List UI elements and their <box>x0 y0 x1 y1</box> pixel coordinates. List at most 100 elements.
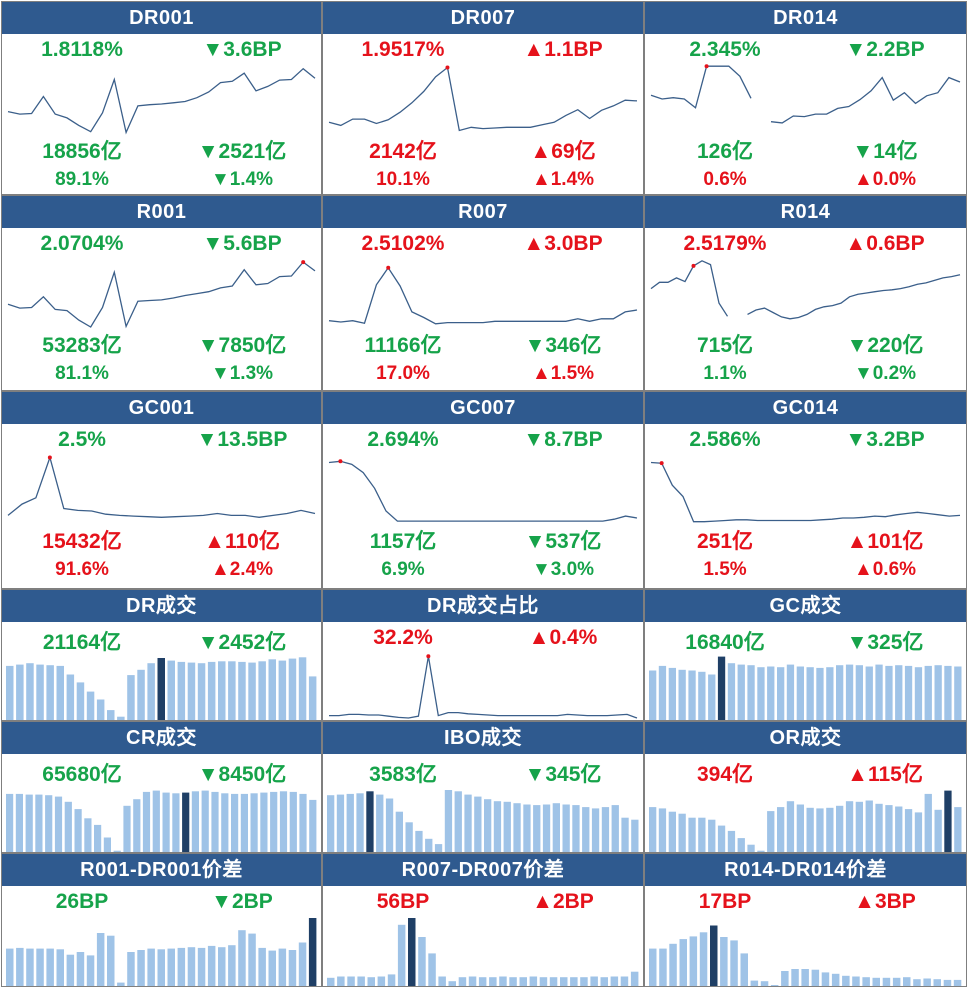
bar <box>601 807 610 852</box>
bar <box>572 805 580 852</box>
panel-title: CR成交 <box>2 722 321 754</box>
bar <box>826 807 834 852</box>
bar <box>757 850 765 852</box>
bar <box>767 811 775 852</box>
bar <box>924 793 932 852</box>
panel-title: GC成交 <box>645 590 966 622</box>
bar <box>201 790 209 852</box>
pct_chg-value: ▲2.4% <box>210 559 274 580</box>
bar <box>862 977 870 986</box>
bar <box>405 822 413 852</box>
bar <box>944 790 952 852</box>
bar <box>268 659 276 720</box>
bar <box>767 666 775 720</box>
vol_chg-value: ▼7850亿 <box>197 334 287 357</box>
panel-title: R001-DR001价差 <box>2 854 321 886</box>
bar <box>842 975 850 986</box>
bar <box>796 804 804 852</box>
vol-value: 18856亿 <box>42 140 122 163</box>
bar <box>298 942 307 986</box>
pct_chg-value: ▲0.0% <box>853 169 917 190</box>
bar <box>570 977 578 986</box>
bar <box>103 837 111 852</box>
bar <box>493 801 502 852</box>
pct_chg-value: ▲1.4% <box>531 169 595 190</box>
bar <box>610 976 619 986</box>
bar <box>434 844 443 852</box>
bar <box>133 799 141 852</box>
pct_chg-value: ▼1.3% <box>210 363 274 384</box>
bar <box>336 794 345 852</box>
bar <box>934 809 942 852</box>
bar <box>207 661 216 720</box>
bar <box>137 669 145 720</box>
bar <box>385 798 394 852</box>
bar <box>408 918 416 986</box>
bar <box>816 808 824 852</box>
bar <box>347 976 355 986</box>
rate-value: 65680亿 <box>42 763 122 786</box>
panel-title: DR014 <box>645 2 966 34</box>
bar <box>944 665 952 720</box>
bar <box>228 661 236 720</box>
vol-value: 1157亿 <box>369 530 437 553</box>
bar <box>376 794 384 852</box>
bar <box>943 979 952 986</box>
bar <box>770 985 779 986</box>
bar <box>679 939 687 986</box>
bar <box>875 664 883 720</box>
vol-value: 126亿 <box>696 140 754 163</box>
bar <box>875 803 883 852</box>
panel-title: R014 <box>645 196 966 228</box>
bar <box>631 819 639 852</box>
bar <box>786 664 795 720</box>
bar <box>730 940 738 986</box>
bar <box>6 793 14 852</box>
bar <box>468 976 477 986</box>
panel-title: DR007 <box>323 2 643 34</box>
rate-value: 2.586% <box>689 428 761 451</box>
peak-marker <box>445 65 450 70</box>
panel-title: GC014 <box>645 392 966 424</box>
rate-value: 1.8118% <box>41 38 123 61</box>
bar <box>611 805 619 852</box>
panel-r001-dr001-15: R001-DR001价差 26BP ▼2BP <box>1 853 322 987</box>
bar <box>777 807 785 852</box>
pct-value: 0.6% <box>703 169 747 190</box>
bar <box>46 948 54 986</box>
bar <box>865 800 873 852</box>
bar <box>855 665 863 720</box>
peak-marker <box>704 64 709 69</box>
bar <box>231 793 239 852</box>
bar <box>387 974 396 986</box>
panel-r007-4: R007 2.5102% ▲3.0BP 11166亿 ▼346亿 17.0% ▲1.5% <box>322 195 644 391</box>
bar <box>552 803 560 852</box>
bar <box>444 790 453 852</box>
panel-dr001-0: DR001 1.8118% ▼3.6BP 18856亿 ▼2521亿 89.1% ▼1.4% <box>1 1 322 195</box>
panel-dr-9: DR成交 21164亿 ▼2452亿 <box>1 589 322 721</box>
pct-value: 91.6% <box>55 559 109 580</box>
rate-value: 2.345% <box>689 38 761 61</box>
bar <box>308 918 317 986</box>
panel-or-14: OR成交 394亿 ▲115亿 <box>644 721 967 853</box>
pct_chg-value: ▲1.5% <box>531 363 595 384</box>
bar <box>885 805 893 852</box>
bar <box>688 670 696 720</box>
bar <box>26 948 34 986</box>
rate_chg-value: ▲2BP <box>532 890 594 913</box>
bar <box>187 947 196 986</box>
panel-title: GC001 <box>2 392 321 424</box>
bar <box>157 658 165 720</box>
panel-title: DR001 <box>2 2 321 34</box>
bar <box>270 791 278 852</box>
panel-title: R007 <box>323 196 643 228</box>
bar <box>562 804 570 852</box>
rate-value: 394亿 <box>696 763 754 786</box>
bar <box>747 844 755 852</box>
peak-marker <box>426 654 431 659</box>
rate-value: 17BP <box>698 890 752 913</box>
rate_chg-value: ▼2.2BP <box>845 38 925 61</box>
bar <box>107 935 115 986</box>
bar <box>699 932 708 986</box>
vol-value: 251亿 <box>696 530 754 553</box>
